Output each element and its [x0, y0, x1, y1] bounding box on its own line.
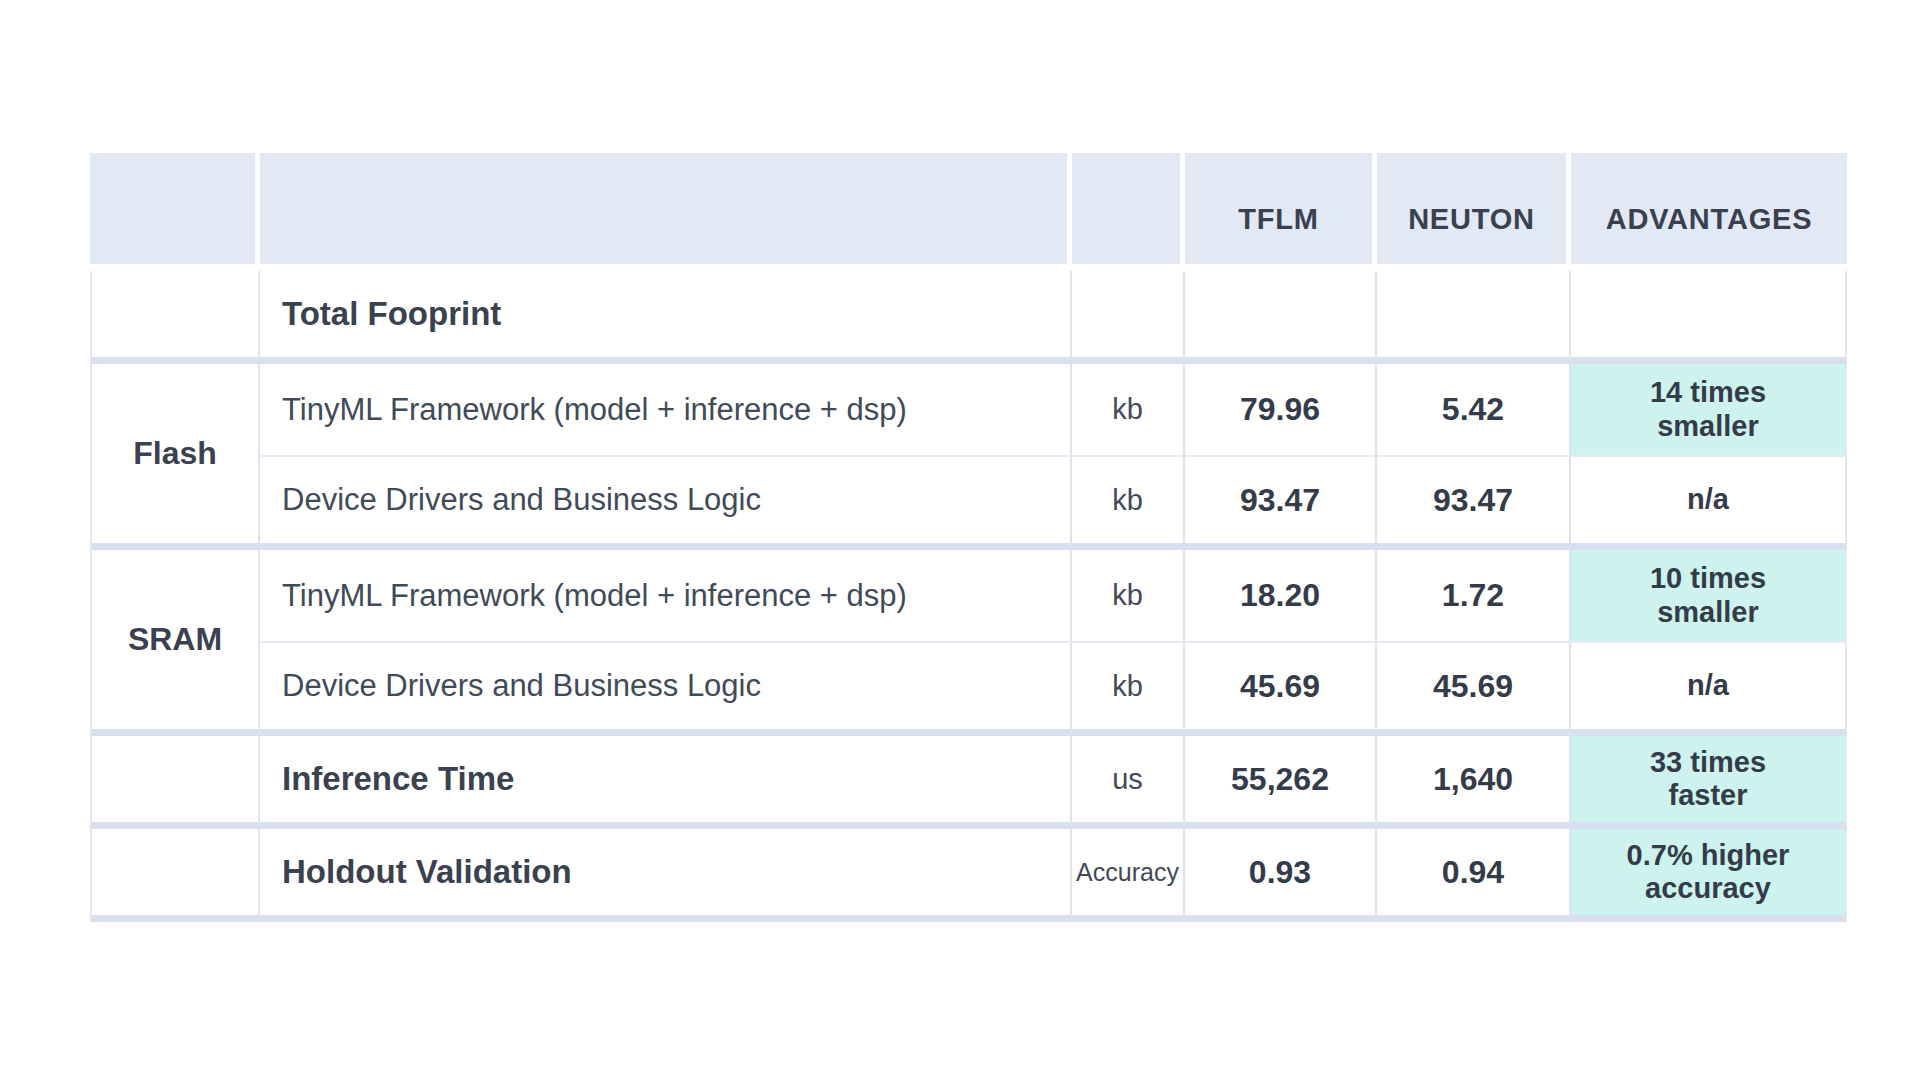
cell-flash-drivers-neuton: 93.47: [1377, 457, 1571, 550]
cell-total-tflm-blank: [1185, 271, 1377, 364]
cell-total-advantage-blank: [1571, 271, 1847, 364]
cell-flash-drivers-tflm: 93.47: [1185, 457, 1377, 550]
cell-sram-drivers-tflm: 45.69: [1185, 643, 1377, 736]
cell-holdout-unit: Accuracy: [1072, 829, 1185, 922]
cell-sram-drivers-label: Device Drivers and Business Logic: [260, 643, 1072, 736]
header-cell-metric-blank: [260, 153, 1072, 271]
section-title-inference-time: Inference Time: [260, 736, 1072, 829]
comparison-table: TFLM NEUTON ADVANTAGES Total Fooprint Fl…: [90, 153, 1847, 922]
cell-sram-tinyml-advantage: 10 times smaller: [1571, 550, 1847, 643]
cell-sram-tinyml-tflm: 18.20: [1185, 550, 1377, 643]
cell-flash-tinyml-label: TinyML Framework (model + inference + ds…: [260, 364, 1072, 457]
cell-sram-drivers-unit: kb: [1072, 643, 1185, 736]
advantage-line: 10 times: [1571, 562, 1845, 595]
cell-flash-tinyml-neuton: 5.42: [1377, 364, 1571, 457]
cell-inference-tflm: 55,262: [1185, 736, 1377, 829]
cell-flash-tinyml-unit: kb: [1072, 364, 1185, 457]
group-header-flash: Flash: [90, 364, 260, 550]
cell-inference-neuton: 1,640: [1377, 736, 1571, 829]
cell-holdout-tflm: 0.93: [1185, 829, 1377, 922]
advantage-line: 33 times: [1571, 746, 1845, 779]
cell-flash-drivers-advantage: n/a: [1571, 457, 1847, 550]
cell-sram-tinyml-label: TinyML Framework (model + inference + ds…: [260, 550, 1072, 643]
advantage-line: n/a: [1571, 483, 1845, 516]
cell-inference-unit: us: [1072, 736, 1185, 829]
row-inference-time: Inference Time us 55,262 1,640 33 times …: [90, 736, 1847, 829]
row-sram-tinyml: SRAM TinyML Framework (model + inference…: [90, 550, 1847, 643]
cell-flash-drivers-label: Device Drivers and Business Logic: [260, 457, 1072, 550]
cell-sram-drivers-neuton: 45.69: [1377, 643, 1571, 736]
advantage-line: 14 times: [1571, 376, 1845, 409]
advantage-line: smaller: [1571, 410, 1845, 443]
cell-sram-tinyml-unit: kb: [1072, 550, 1185, 643]
cell-flash-tinyml-tflm: 79.96: [1185, 364, 1377, 457]
cell-flash-tinyml-advantage: 14 times smaller: [1571, 364, 1847, 457]
cell-inference-group-blank: [90, 736, 260, 829]
advantage-line: accuracy: [1571, 872, 1845, 905]
row-sram-drivers: Device Drivers and Business Logic kb 45.…: [90, 643, 1847, 736]
advantage-line: n/a: [1571, 669, 1845, 702]
cell-holdout-neuton: 0.94: [1377, 829, 1571, 922]
cell-holdout-group-blank: [90, 829, 260, 922]
advantage-line: smaller: [1571, 596, 1845, 629]
row-flash-tinyml: Flash TinyML Framework (model + inferenc…: [90, 364, 1847, 457]
row-flash-drivers: Device Drivers and Business Logic kb 93.…: [90, 457, 1847, 550]
column-header-tflm: TFLM: [1185, 153, 1377, 271]
row-holdout-validation: Holdout Validation Accuracy 0.93 0.94 0.…: [90, 829, 1847, 922]
group-header-sram: SRAM: [90, 550, 260, 736]
advantage-line: 0.7% higher: [1571, 839, 1845, 872]
cell-sram-tinyml-neuton: 1.72: [1377, 550, 1571, 643]
cell-total-group-blank: [90, 271, 260, 364]
section-title-total-footprint: Total Fooprint: [260, 271, 1072, 364]
header-cell-unit-blank: [1072, 153, 1185, 271]
section-title-holdout-validation: Holdout Validation: [260, 829, 1072, 922]
cell-total-neuton-blank: [1377, 271, 1571, 364]
header-row: TFLM NEUTON ADVANTAGES: [90, 153, 1847, 271]
cell-sram-drivers-advantage: n/a: [1571, 643, 1847, 736]
advantage-line: faster: [1571, 779, 1845, 812]
column-header-advantages: ADVANTAGES: [1571, 153, 1847, 271]
page: TFLM NEUTON ADVANTAGES Total Fooprint Fl…: [0, 0, 1920, 1080]
cell-total-unit-blank: [1072, 271, 1185, 364]
column-header-neuton: NEUTON: [1377, 153, 1571, 271]
cell-holdout-advantage: 0.7% higher accuracy: [1571, 829, 1847, 922]
row-total-footprint: Total Fooprint: [90, 271, 1847, 364]
cell-inference-advantage: 33 times faster: [1571, 736, 1847, 829]
header-cell-group-blank: [90, 153, 260, 271]
cell-flash-drivers-unit: kb: [1072, 457, 1185, 550]
